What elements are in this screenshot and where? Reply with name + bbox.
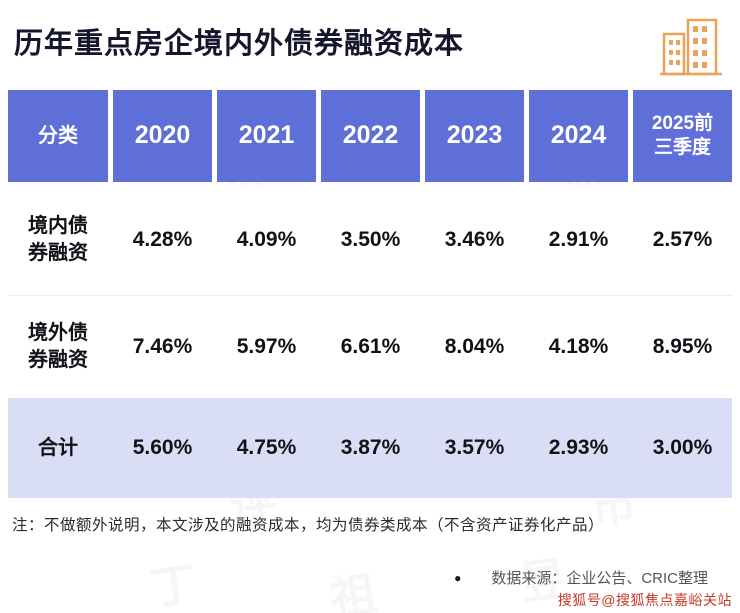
value-cell: 7.46% — [132, 335, 193, 358]
column-header: 2022 — [321, 90, 420, 182]
value-cell: 4.28% — [132, 228, 193, 251]
platform-watermark: 搜狐号@搜狐焦点嘉峪关站 — [557, 592, 732, 608]
value-cell: 4.75% — [236, 436, 297, 459]
table-body: 境内债 券融资 4.28% 4.09% 3.50% 3.46% 2.91% 2.57% 境外债… — [8, 185, 732, 498]
table-header-row: 分类 2020 2021 2022 2023 2024 2025前 三季度 — [8, 90, 732, 182]
value-cell: 8.04% — [444, 335, 505, 358]
table-row: 合计 5.60% 4.75% 3.87% 3.57% 2.93% 3.00% — [8, 398, 732, 498]
row-label: 境内债 券融资 — [28, 215, 88, 264]
column-header: 2020 — [113, 90, 212, 182]
value-cell: 3.00% — [652, 436, 713, 459]
table-row: 境外债 券融资 7.46% 5.97% 6.61% 8.04% 4.18% 8.95% — [8, 295, 732, 398]
value-cell: 3.46% — [444, 228, 505, 251]
value-cell: 2.57% — [652, 228, 713, 251]
value-cell: 5.60% — [132, 436, 193, 459]
column-header: 2025前 三季度 — [633, 90, 732, 182]
column-header: 2021 — [217, 90, 316, 182]
row-label: 合计 — [38, 436, 78, 459]
value-cell: 5.97% — [236, 335, 297, 358]
value-cell: 4.18% — [548, 335, 609, 358]
value-cell: 6.61% — [340, 335, 401, 358]
bullet-dot: ● — [454, 570, 462, 585]
page-title: 历年重点房企境内外债券融资成本 — [14, 28, 465, 60]
value-cell: 3.57% — [444, 436, 505, 459]
data-source: 数据来源：企业公告、CRIC整理 — [491, 570, 708, 587]
value-cell: 2.91% — [548, 228, 609, 251]
table-row: 境内债 券融资 4.28% 4.09% 3.50% 3.46% 2.91% 2.57% — [8, 185, 732, 295]
value-cell: 3.87% — [340, 436, 401, 459]
value-cell: 8.95% — [652, 335, 713, 358]
buildings-icon — [658, 14, 724, 83]
value-cell: 3.50% — [340, 228, 401, 251]
column-header: 2024 — [529, 90, 628, 182]
source-row: ● 数据来源：企业公告、CRIC整理 — [0, 567, 740, 588]
column-header: 2023 — [425, 90, 524, 182]
financing-cost-table: 分类 2020 2021 2022 2023 2024 2025前 三季度 境内债 券融资 4… — [8, 90, 732, 498]
column-header: 分类 — [8, 90, 108, 182]
footnote: 注：不做额外说明，本文涉及的融资成本，均为债券类成本（不含资产证券化产品） — [12, 517, 605, 534]
value-cell: 4.09% — [236, 228, 297, 251]
page-header: 历年重点房企境内外债券融资成本 — [0, 0, 740, 86]
value-cell: 2.93% — [548, 436, 609, 459]
row-label: 境外债 券融资 — [28, 322, 88, 371]
